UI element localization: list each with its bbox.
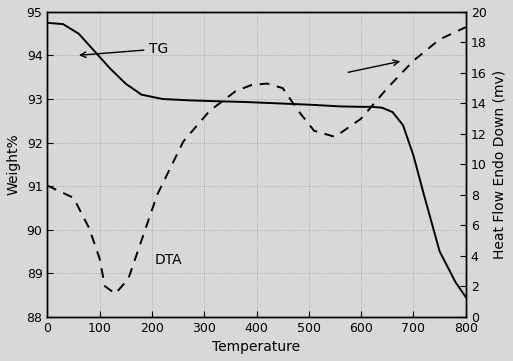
Y-axis label: Heat Flow Endo Down (mv): Heat Flow Endo Down (mv)	[492, 70, 506, 259]
Text: TG: TG	[81, 42, 169, 57]
Y-axis label: Weight%: Weight%	[7, 134, 21, 195]
Text: DTA: DTA	[154, 253, 182, 267]
X-axis label: Temperature: Temperature	[212, 340, 301, 354]
